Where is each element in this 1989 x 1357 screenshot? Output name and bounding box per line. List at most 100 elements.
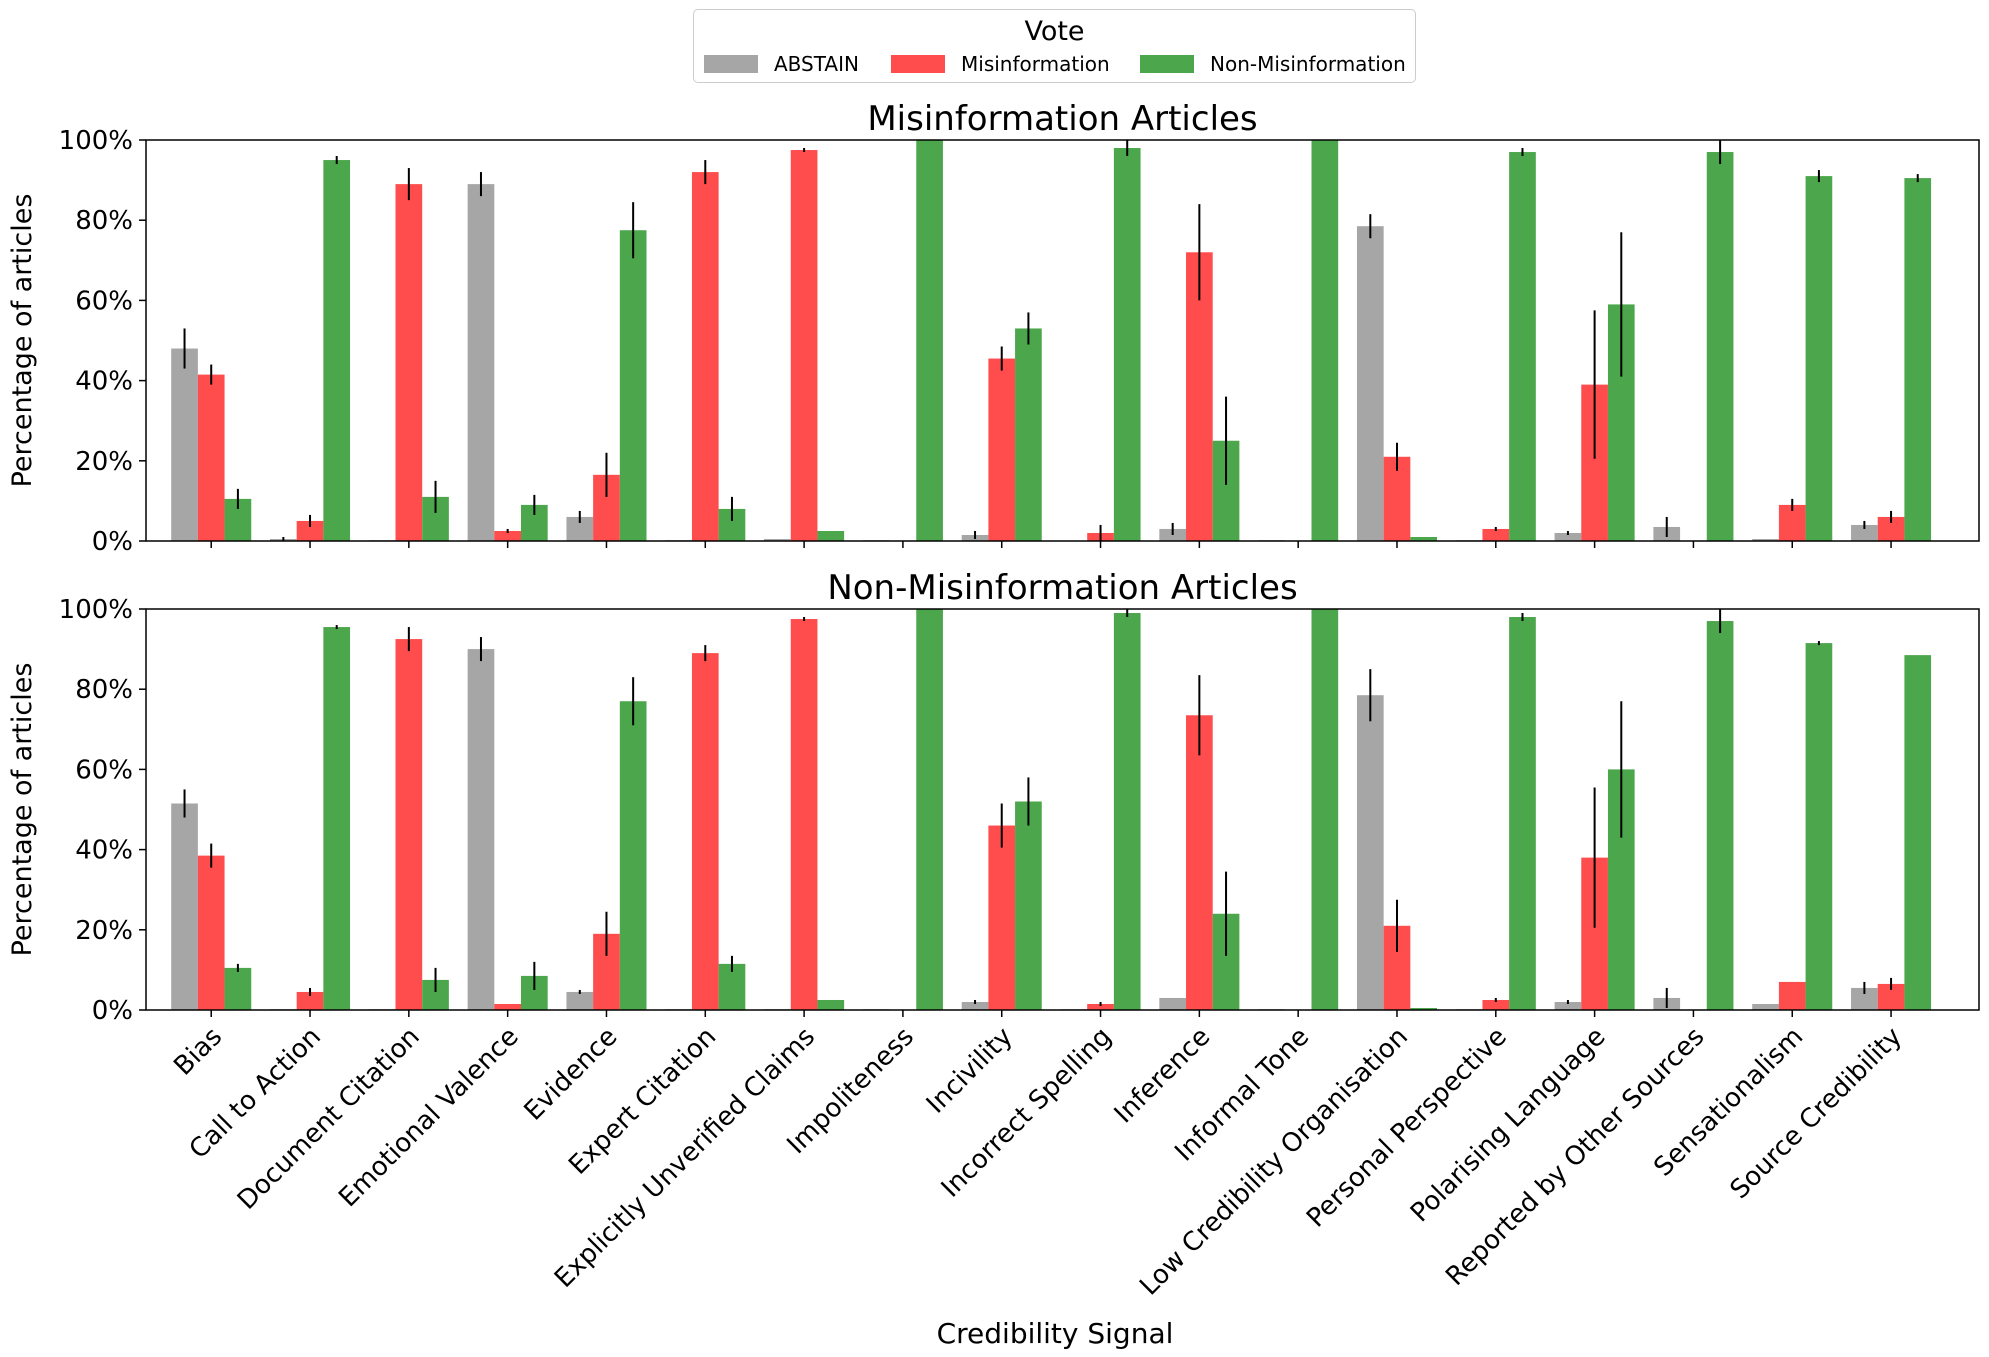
x-tick-label-evidence: Evidence [519,1022,624,1127]
panel-2-bar-misinformation-emotional-valence [494,1003,521,1010]
panel-2-bar-non-misinformation-impoliteness [916,609,943,1010]
panel-2-bar-non-misinformation-source-credibility [1904,655,1932,1010]
panel-1-ytick-label: 40% [75,367,133,397]
panel-2-bar-non-misinformation-explicitly-unverified-claims [817,999,845,1010]
panel-2-bar-misinformation-document-citation [395,639,423,1010]
panel-1-bar-misinformation-call-to-action [296,520,324,541]
legend-label-abstain: ABSTAIN [774,52,859,76]
panel-1-bar-misinformation-document-citation [395,184,423,542]
panel-1-bar-non-misinformation-source-credibility [1904,178,1932,541]
panel-2-bar-abstain-sensationalism [1752,1003,1779,1010]
panel-2-bar-non-misinformation-sensationalism [1805,643,1833,1010]
panel-2-bar-abstain-inference [1159,997,1187,1010]
panel-2-bar-non-misinformation-bias [224,967,252,1010]
panel-2-bar-misinformation-call-to-action [296,991,324,1010]
panel-2-bar-non-misinformation-reported-by-other-sources [1706,621,1734,1010]
panel-2-bar-misinformation-inference [1186,715,1213,1010]
panel-1-bar-non-misinformation-evidence [619,230,647,541]
panel-2-bar-non-misinformation-call-to-action [323,627,351,1010]
panel-2-ytick-label: 60% [75,755,133,785]
panel-2-ytick-label: 80% [75,675,133,705]
panel-1-bar-abstain-emotional-valence [467,184,495,542]
panel-1-bar-non-misinformation-personal-perspective [1509,152,1536,541]
panel-1-bar-non-misinformation-informal-tone [1311,140,1339,541]
panel-2-bar-non-misinformation-incorrect-spelling [1113,613,1141,1010]
panel-2-bar-abstain-source-credibility [1851,987,1878,1010]
panel-2-ytick-label: 0% [92,996,133,1026]
panel-1-bar-abstain-polarising-language [1554,532,1582,541]
panel-2-bar-misinformation-personal-perspective [1482,999,1510,1010]
panel-2-bar-misinformation-incivility [988,825,1016,1010]
panel-1-bar-non-misinformation-explicitly-unverified-claims [817,530,845,541]
panel-2-frame [145,608,1980,1011]
legend-item-misinformation: Misinformation [891,52,1110,76]
panel-1-ytick-label: 80% [75,206,133,236]
panel-2-title: Non-Misinformation Articles [827,568,1297,608]
panel-1-bar-non-misinformation-reported-by-other-sources [1706,152,1734,541]
panel-1-frame [145,139,1980,542]
panel-2-bar-misinformation-bias [197,855,225,1010]
panel-2-bar-misinformation-explicitly-unverified-claims [790,619,818,1010]
x-tick-label-bias: Bias [168,1022,228,1082]
legend: Vote ABSTAIN Misinformation Non-Misinfor… [693,9,1416,83]
legend-title: Vote [1024,16,1085,47]
panel-1-ytick-label: 0% [92,527,133,557]
panel-1-ytick-label: 60% [75,286,133,316]
x-tick-label-emotional-valence: Emotional Valence [333,1022,524,1213]
panel-2-bar-non-misinformation-personal-perspective [1509,617,1536,1010]
panel-1-ytick-label: 100% [59,126,133,156]
panel-1-bar-non-misinformation-incivility [1015,328,1042,541]
panel-2-ytick-label: 20% [75,916,133,946]
panel-1-title: Misinformation Articles [867,99,1257,139]
legend-item-abstain: ABSTAIN [704,52,859,76]
legend-label-non-misinformation: Non-Misinformation [1210,52,1406,76]
panel-2-y-axis-label: Percentage of articles [7,663,38,957]
panel-1-bar-non-misinformation-incorrect-spelling [1113,148,1141,541]
panel-2-bar-abstain-low-credibility-organisation [1356,695,1384,1010]
panel-2-bar-abstain-polarising-language [1554,1001,1582,1010]
panel-2-bar-abstain-evidence [566,991,594,1010]
panel-2-ytick-label: 40% [75,836,133,866]
x-tick-label-inference: Inference [1109,1022,1217,1130]
x-tick-label-source-credibility: Source Credibility [1725,1022,1908,1205]
panel-1-bar-abstain-explicitly-unverified-claims [764,539,791,541]
panel-1-ytick-label: 20% [75,447,133,477]
panel-2-bar-non-misinformation-informal-tone [1311,609,1339,1010]
legend-item-non-misinformation: Non-Misinformation [1140,52,1406,76]
panel-2-bar-non-misinformation-evidence [619,701,647,1010]
legend-swatch-non-misinformation [1140,55,1194,73]
panel-1-bar-non-misinformation-call-to-action [323,160,351,542]
panel-1-bar-abstain-source-credibility [1851,524,1878,541]
panel-2-bar-misinformation-sensationalism [1778,981,1806,1010]
panel-1-bar-misinformation-explicitly-unverified-claims [790,150,818,541]
panel-1-bar-non-misinformation-sensationalism [1805,176,1833,541]
panel-1-bar-misinformation-incivility [988,358,1016,541]
panel-2-bar-non-misinformation-low-credibility-organisation [1410,1008,1438,1010]
panel-1-bar-misinformation-low-credibility-organisation [1383,456,1411,541]
panel-2-bar-abstain-bias [171,803,198,1010]
x-axis-label: Credibility Signal [937,1317,1174,1350]
x-tick-label-personal-perspective: Personal Perspective [1301,1022,1513,1234]
x-tick-label-incivility: Incivility [921,1022,1019,1120]
legend-swatch-abstain [704,55,758,73]
panel-2-bar-misinformation-expert-citation [691,653,719,1010]
panel-1-bar-abstain-sensationalism [1752,539,1779,541]
panel-1-bar-abstain-bias [171,348,198,541]
panel-1-y-axis-label: Percentage of articles [7,194,38,488]
panel-2-bar-abstain-emotional-valence [467,649,495,1010]
panel-2-bar-abstain-incivility [961,1001,989,1010]
x-tick-label-incorrect-spelling: Incorrect Spelling [936,1022,1118,1204]
panel-1-bar-misinformation-bias [197,374,225,541]
panel-1-bar-misinformation-expert-citation [691,172,719,541]
legend-swatch-misinformation [891,55,945,73]
x-tick-label-document-citation: Document Citation [232,1022,426,1216]
panel-1-bar-misinformation-emotional-valence [494,530,521,541]
x-tick-label-polarising-language: Polarising Language [1405,1022,1612,1229]
panel-1-bar-abstain-low-credibility-organisation [1356,226,1384,541]
panel-2-bar-misinformation-incorrect-spelling [1087,1003,1114,1010]
legend-label-misinformation: Misinformation [961,52,1110,76]
panel-2-bar-non-misinformation-incivility [1015,801,1042,1010]
panel-1-bar-non-misinformation-low-credibility-organisation [1410,536,1438,541]
panel-1-bar-non-misinformation-impoliteness [916,140,943,541]
